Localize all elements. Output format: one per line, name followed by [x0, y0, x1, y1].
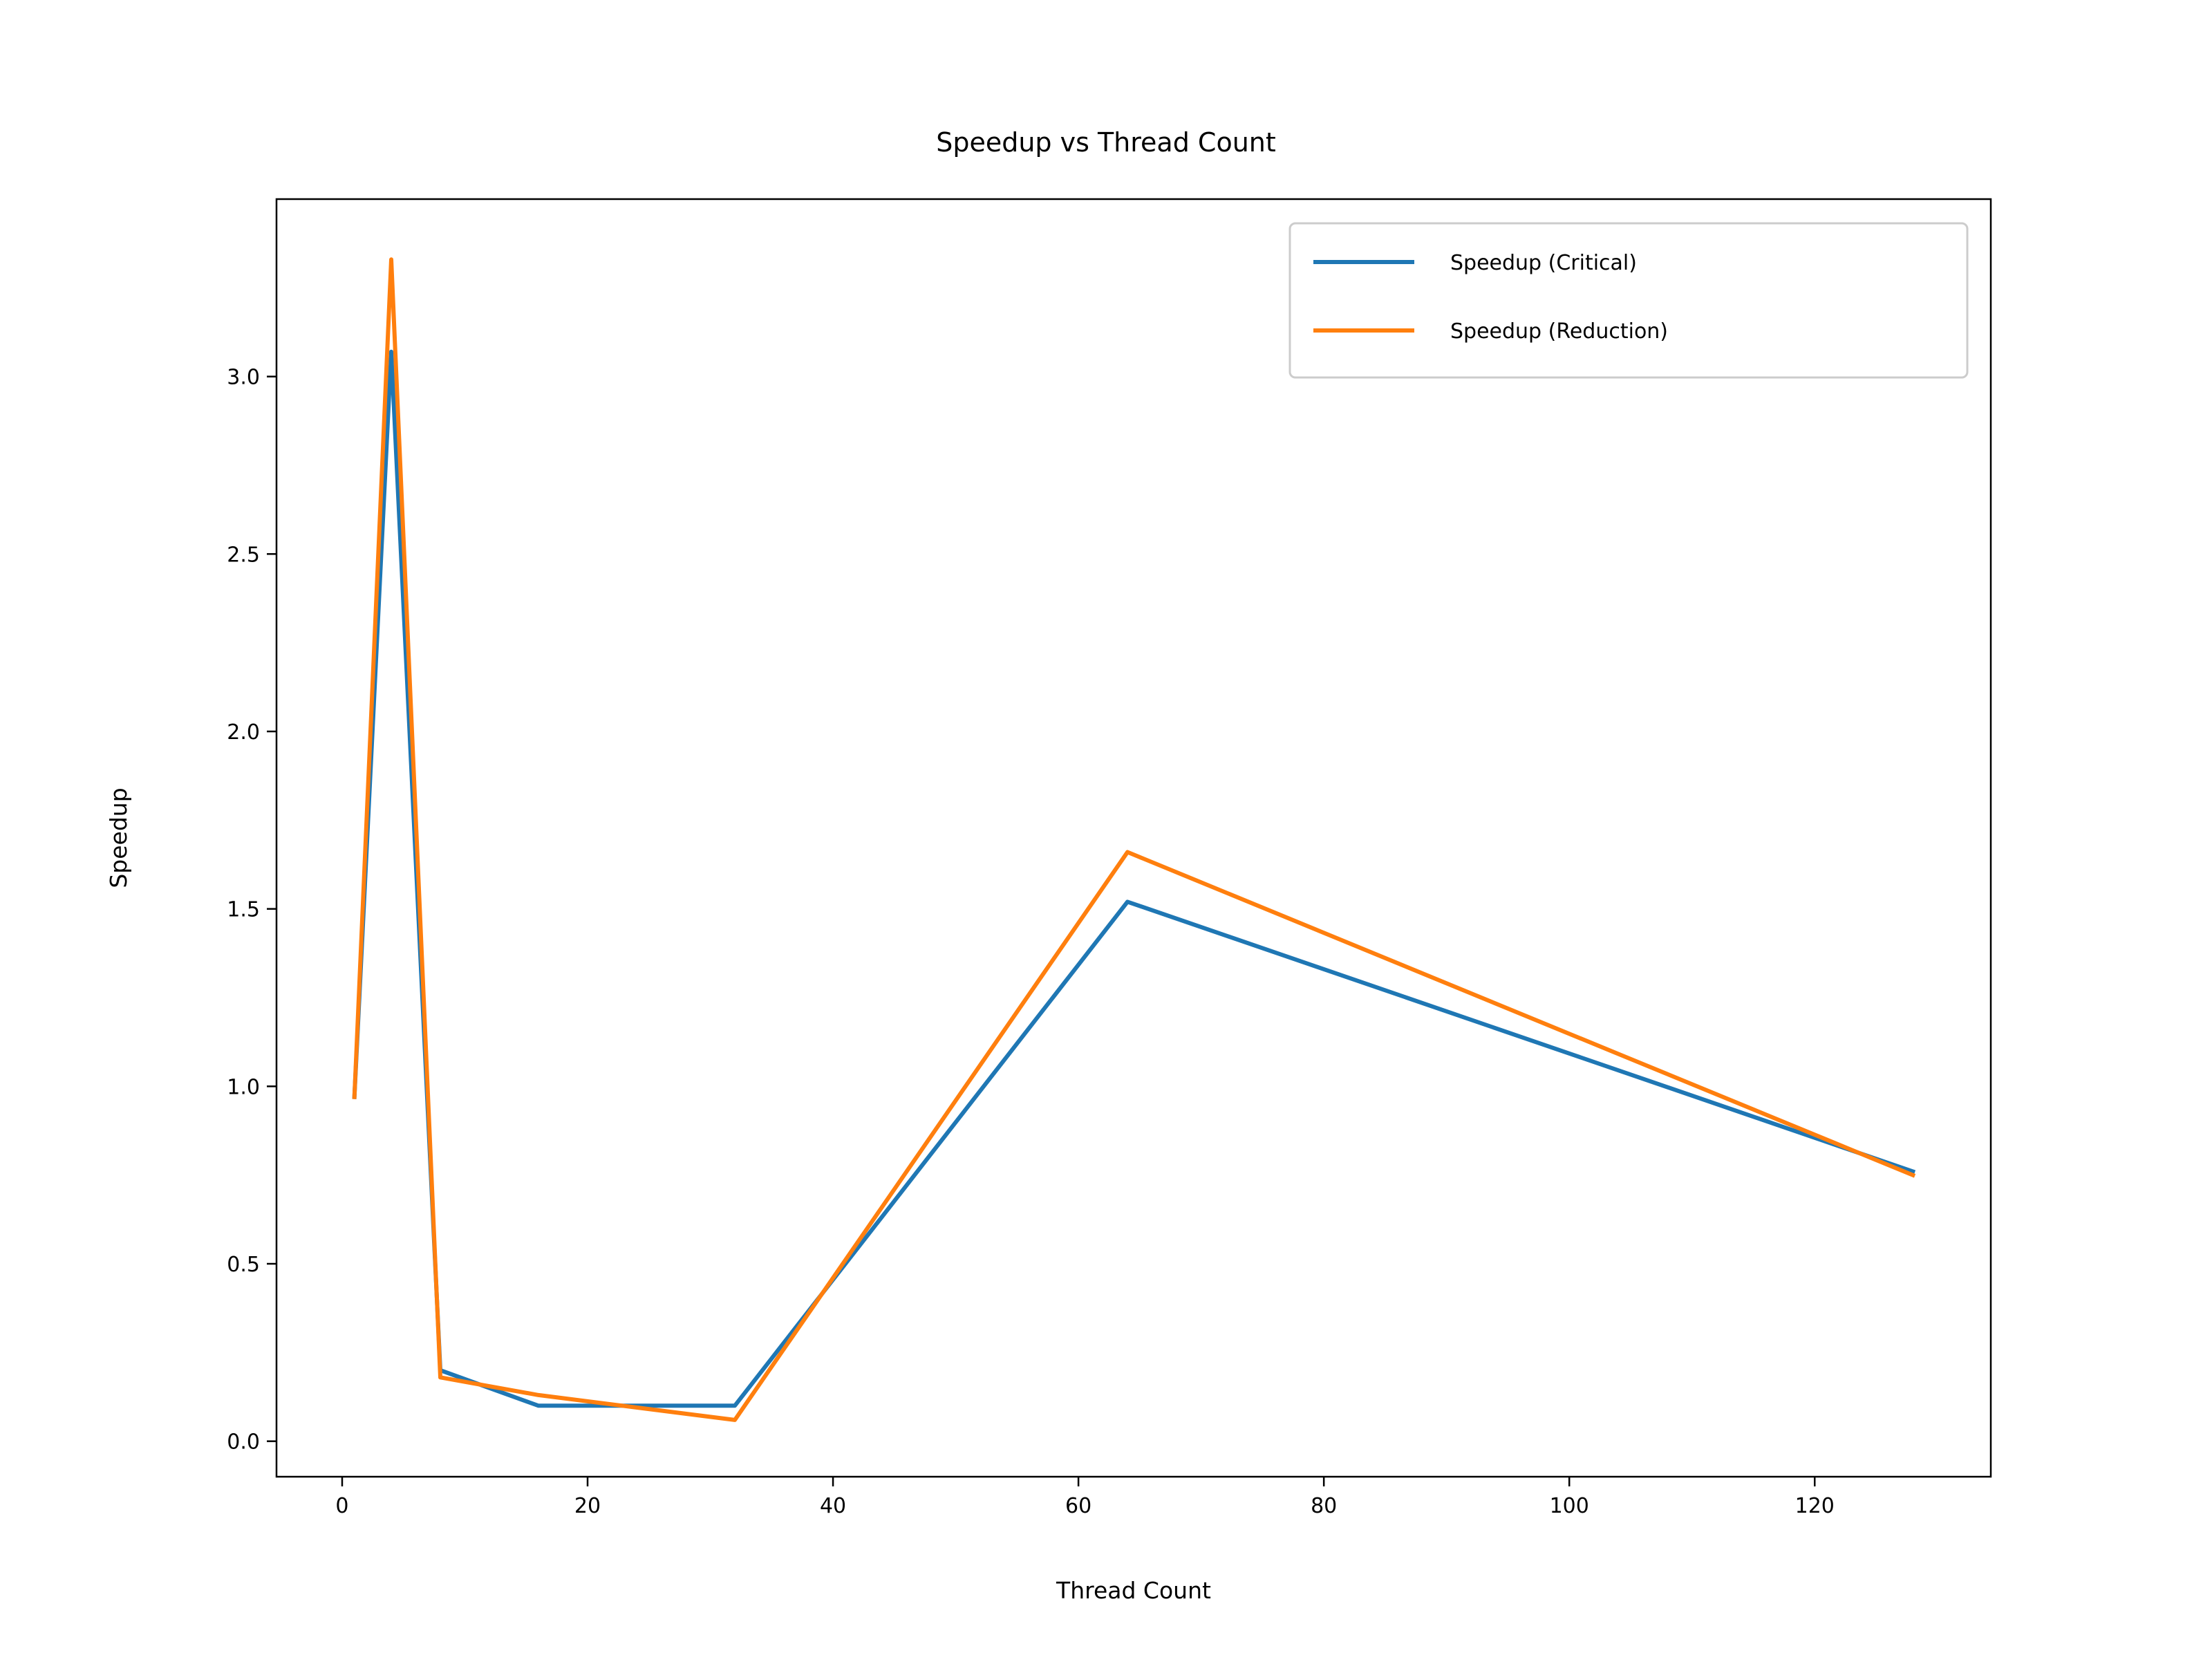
x-tick-label: 0 [335, 1494, 348, 1518]
y-tick-label: 0.0 [227, 1430, 260, 1455]
y-tick-label: 2.5 [227, 543, 260, 567]
y-tick-label: 2.0 [227, 720, 260, 745]
x-tick-label: 40 [820, 1494, 846, 1518]
x-tick-label: 80 [1311, 1494, 1337, 1518]
series-line-critical [352, 349, 1916, 1408]
axes-frame [275, 198, 1992, 1478]
chart-title: Speedup vs Thread Count [936, 127, 1276, 158]
x-axis: 0 20 40 60 80 100 120 [335, 1477, 1835, 1518]
y-axis: 0.0 0.5 1.0 1.5 2.0 2.5 3.0 [227, 366, 276, 1455]
x-axis-label: Thread Count [1056, 1577, 1211, 1604]
plot-area [352, 257, 1916, 1422]
y-tick-label: 1.5 [227, 898, 260, 922]
x-tick-label: 60 [1065, 1494, 1091, 1518]
legend-label: Speedup (Reduction) [1450, 319, 1668, 344]
y-tick-label: 0.5 [227, 1253, 260, 1277]
y-tick-label: 1.0 [227, 1075, 260, 1099]
legend-box [1288, 222, 1969, 379]
series-line-reduction [352, 257, 1916, 1422]
x-tick-label: 20 [574, 1494, 601, 1518]
y-tick-label: 3.0 [227, 366, 260, 390]
legend-label: Speedup (Critical) [1450, 251, 1637, 275]
legend: Speedup (Critical) Speedup (Reduction) [1288, 222, 1969, 379]
x-tick-label: 120 [1795, 1494, 1835, 1518]
y-axis-label: Speedup [105, 787, 132, 888]
x-tick-label: 100 [1550, 1494, 1589, 1518]
